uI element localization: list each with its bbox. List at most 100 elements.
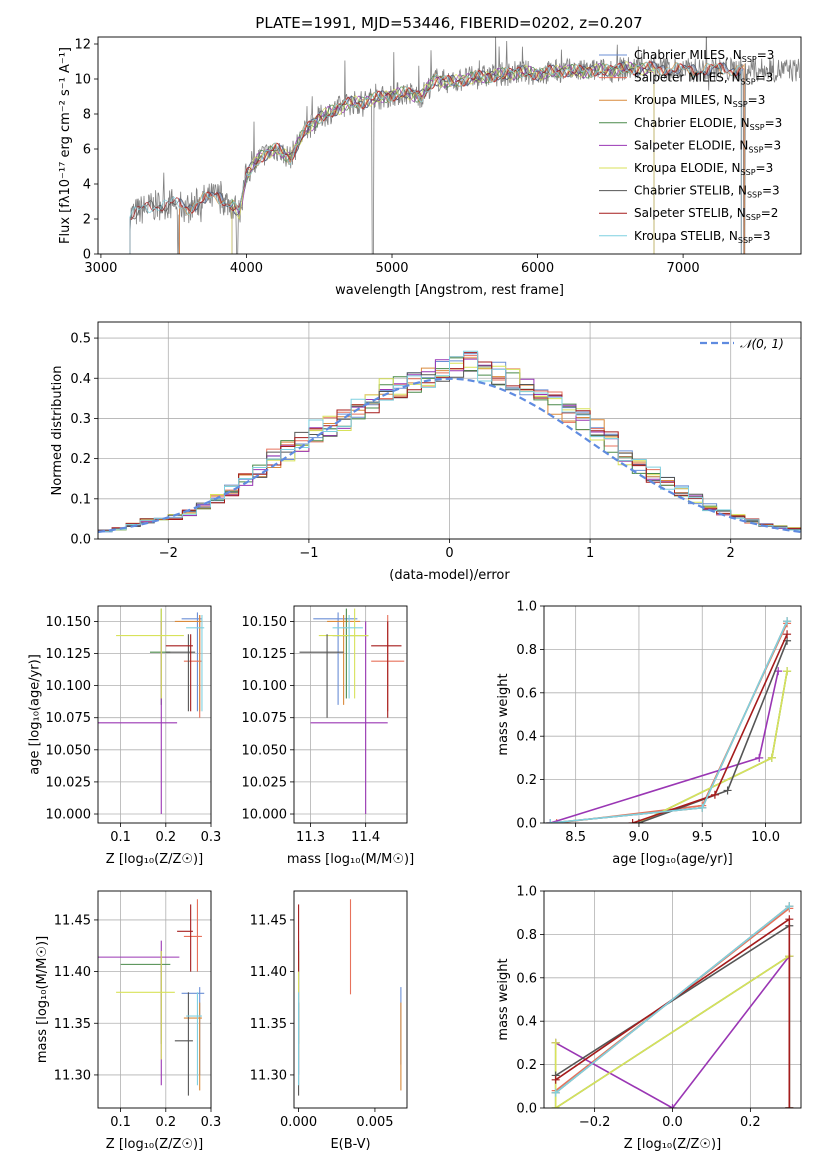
figure-title: PLATE=1991, MJD=53446, FIBERID=0202, z=0…: [255, 14, 642, 32]
series-kroupa-elodie: [638, 670, 788, 823]
mass_vs_EBV-ytick-label: 11.35: [250, 1017, 287, 1032]
marker-salpeter-elodie: [755, 753, 764, 762]
massweight_vs_Z-ytick-label: 0.6: [516, 971, 537, 986]
residuals-ytick-label: 0.3: [70, 412, 91, 427]
spectrum-xlabel: wavelength [Angstrom, rest frame]: [335, 283, 564, 298]
mass_vs_Z-xtick-label: 0.3: [201, 1115, 222, 1130]
massweight_vs_Z-lines: [551, 902, 794, 1108]
age_vs_Z-ytick-label: 10.050: [46, 743, 92, 758]
legend-tail: =3: [765, 116, 783, 130]
series-chabrier-elodie: [638, 670, 788, 823]
legend-subscript: SSP: [748, 145, 763, 154]
age_vs_Z-ytick-label: 10.100: [46, 679, 92, 694]
marker-salpeter-stelib: [710, 790, 719, 799]
age_vs_Z-frame: [97, 605, 212, 824]
mass_vs_Z-ytick-label: 11.30: [54, 1068, 91, 1083]
spectrum-ytick-label: 6: [83, 143, 91, 158]
normal-curve: [98, 377, 801, 534]
legend-text: Chabrier ELODIE, N: [634, 116, 750, 130]
spectrum-ytick-label: 10: [74, 73, 91, 88]
mass_vs_EBV-frame: [293, 890, 408, 1109]
legend-subscript: SSP: [738, 236, 753, 245]
mass_vs_Z-ytick-label: 11.35: [54, 1017, 91, 1032]
residuals-xtick-label: −1: [299, 546, 318, 561]
age_vs_mass-xlabel: mass [log₁₀(M/M☉)]: [287, 852, 414, 867]
massweight_vs_age-xtick-label: 10.0: [751, 830, 780, 845]
massweight_vs_Z-ytick-label: 0.4: [516, 1015, 537, 1030]
marker-salpeter-stelib: [785, 1104, 794, 1108]
legend-subscript: SSP: [750, 123, 765, 132]
spectrum-ytick-label: 8: [83, 108, 91, 123]
legend-text: Kroupa STELIB, N: [634, 229, 738, 243]
legend-label-chabrier-stelib: Chabrier STELIB, NSSP=3: [634, 184, 780, 200]
legend-tail: =3: [748, 93, 766, 107]
legend-label-salpeter-stelib: Salpeter STELIB, NSSP=2: [634, 206, 778, 222]
residuals-ytick-label: 0.4: [70, 372, 91, 387]
legend-label-salpeter-miles: Salpeter MILES, NSSP=3: [634, 71, 773, 87]
residuals-xtick-label: −2: [159, 546, 178, 561]
series-chabrier-miles: [550, 620, 788, 823]
marker-kroupa-stelib: [551, 1088, 560, 1097]
residuals-xtick-label: 1: [586, 546, 594, 561]
series-kroupa-stelib: [555, 905, 790, 1094]
legend-text: Salpeter MILES, N: [634, 71, 741, 85]
age_vs_mass-ytick-label: 10.000: [242, 808, 288, 823]
age_vs_mass-frame: [293, 605, 408, 824]
legend-tail: =3: [762, 184, 780, 198]
mass_vs_EBV-ytick-label: 11.30: [250, 1068, 287, 1083]
marker-salpeter-stelib: [628, 819, 637, 823]
spectrum-xtick-label: 5000: [375, 261, 408, 276]
legend-label-normal: 𝒩(0, 1): [740, 337, 784, 351]
marker-kroupa-stelib: [546, 819, 555, 823]
massweight_vs_age-ytick-label: 0.2: [516, 773, 537, 788]
marker-salpeter-stelib: [783, 630, 792, 639]
massweight_vs_Z-frame: [543, 890, 802, 1109]
age_vs_mass-ytick-label: 10.050: [242, 743, 288, 758]
marker-salpeter-elodie: [668, 1104, 677, 1108]
age_vs_mass-ytick-label: 10.100: [242, 679, 288, 694]
age_vs_Z-xlabel: Z [log₁₀(Z/Z☉)]: [106, 852, 203, 867]
massweight_vs_age-xtick-label: 8.5: [565, 830, 586, 845]
mass_vs_Z-ytick-label: 11.40: [54, 965, 91, 980]
mass_vs_EBV-errorbars: [298, 899, 402, 1096]
mass_vs_Z-ylabel: mass [log₁₀(M/M☉)]: [35, 936, 50, 1063]
mass_vs_Z-xtick-label: 0.2: [155, 1115, 176, 1130]
massweight_vs_Z-xtick-label: 0.2: [740, 1115, 761, 1130]
age_vs_Z-ytick-label: 10.000: [46, 808, 92, 823]
series-kroupa-stelib: [550, 620, 788, 823]
legend-subscript: SSP: [746, 213, 761, 222]
legend-text: Chabrier STELIB, N: [634, 184, 747, 198]
residuals-ytick-label: 0.1: [70, 492, 91, 507]
residual-histograms: [98, 350, 801, 534]
legend-label-kroupa-elodie: Kroupa ELODIE, NSSP=3: [634, 161, 773, 177]
marker-salpeter-stelib: [551, 1075, 560, 1084]
legend-tail: =3: [757, 48, 775, 62]
legend-label-salpeter-elodie: Salpeter ELODIE, NSSP=3: [634, 138, 781, 154]
age_vs_mass-xtick-label: 11.4: [351, 830, 380, 845]
spectrum-frame: [97, 36, 802, 255]
legend-text: Kroupa ELODIE, N: [634, 161, 741, 175]
residuals-ylabel: Normed distribution: [50, 366, 65, 496]
legend-text: Salpeter ELODIE, N: [634, 138, 748, 152]
massweight_vs_age-ytick-label: 0.6: [516, 686, 537, 701]
residuals-xtick-label: 0: [445, 546, 453, 561]
marker-kroupa-stelib: [783, 617, 792, 626]
marker-kroupa-elodie: [783, 667, 792, 676]
mass_vs_Z-frame: [97, 890, 212, 1109]
massweight_vs_Z-xtick-label: 0.0: [662, 1115, 683, 1130]
age_vs_mass-ytick-label: 10.125: [242, 647, 288, 662]
massweight_vs_Z-ytick-label: 1.0: [516, 885, 537, 900]
legend-label-kroupa-miles: Kroupa MILES, NSSP=3: [634, 93, 765, 109]
mass_vs_Z-xlabel: Z [log₁₀(Z/Z☉)]: [106, 1137, 203, 1152]
plot-layer: 3000 4000 5000 6000 7000024681012wavelength …: [27, 36, 802, 1152]
legend-subscript: SSP: [742, 55, 757, 64]
massweight_vs_Z-xlabel: Z [log₁₀(Z/Z☉)]: [624, 1137, 721, 1152]
massweight_vs_age-frame: [543, 605, 802, 824]
residuals-axes: −2 −1 0 1 2 0.0 0.1 0.2 0.3 0.4 0.5 (data-model)/er…: [50, 322, 801, 583]
legend-text: Salpeter STELIB, N: [634, 206, 746, 220]
marker-kroupa-elodie: [551, 1104, 560, 1108]
massweight_vs_Z-ylabel: mass weight: [496, 958, 511, 1040]
age_vs_Z-ytick-label: 10.025: [46, 775, 92, 790]
age_vs_mass-xtick-label: 11.3: [296, 830, 325, 845]
